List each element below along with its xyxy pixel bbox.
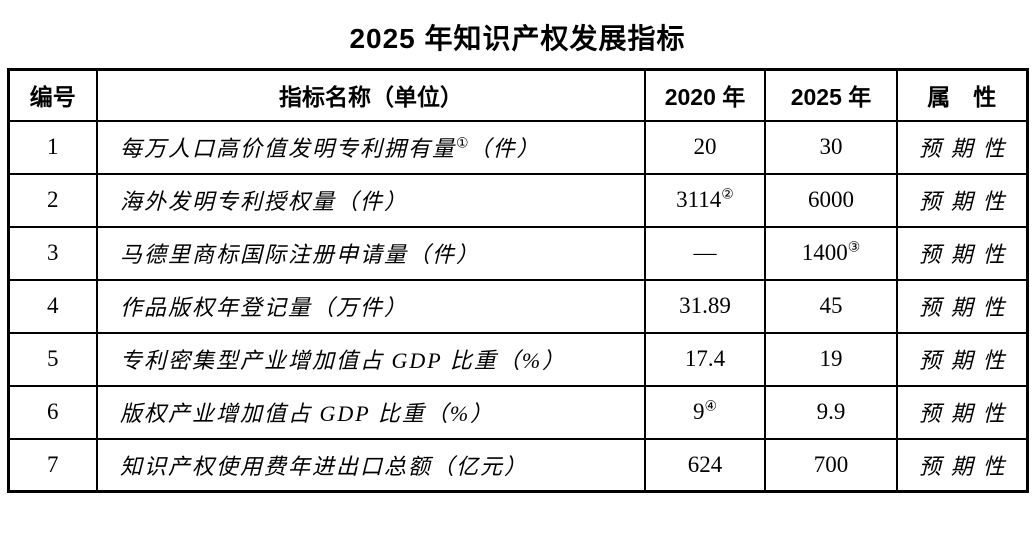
table-row: 1 每万人口高价值发明专利拥有量①（件） 20 30 预期性 <box>7 119 1028 175</box>
table-row: 4 作品版权年登记量（万件） 31.89 45 预期性 <box>7 278 1028 334</box>
row-number: 4 <box>7 278 98 334</box>
row-number: 7 <box>7 437 98 493</box>
row-number: 3 <box>7 225 98 281</box>
table-row: 2 海外发明专利授权量（件） 3114② 6000 预期性 <box>7 172 1028 228</box>
value-2025: 1400③ <box>764 225 898 281</box>
row-number: 6 <box>7 384 98 440</box>
value-2025: 30 <box>764 119 898 175</box>
footnote-mark: ③ <box>847 240 861 256</box>
indicator-name: 知识产权使用费年进出口总额（亿元） <box>96 437 646 493</box>
value-2025: 45 <box>764 278 898 334</box>
header-year-2025: 2025 年 <box>764 68 898 122</box>
value-2020: 9④ <box>644 384 766 440</box>
footnote-mark: ① <box>456 136 469 152</box>
indicator-name: 马德里商标国际注册申请量（件） <box>96 225 646 281</box>
value-2025: 700 <box>764 437 898 493</box>
indicators-table: 编号 指标名称（单位） 2020 年 2025 年 属 性 1 每万人口高价值发… <box>6 68 1029 493</box>
attribute-value: 预期性 <box>896 119 1028 175</box>
value-2020: 3114② <box>644 172 766 228</box>
indicator-name: 版权产业增加值占 GDP 比重（%） <box>96 384 646 440</box>
indicator-name: 海外发明专利授权量（件） <box>96 172 646 228</box>
footnote-mark: ② <box>721 187 734 203</box>
value-2025: 19 <box>764 331 898 387</box>
table-header-row: 编号 指标名称（单位） 2020 年 2025 年 属 性 <box>7 68 1028 122</box>
attribute-value: 预期性 <box>896 172 1028 228</box>
attribute-value: 预期性 <box>896 278 1028 334</box>
header-attribute: 属 性 <box>896 68 1028 122</box>
value-2020: 17.4 <box>644 331 766 387</box>
page-title: 2025 年知识产权发展指标 <box>349 23 686 54</box>
value-2020: 31.89 <box>644 278 766 334</box>
header-number: 编号 <box>7 68 98 122</box>
attribute-value: 预期性 <box>896 225 1028 281</box>
indicator-name: 作品版权年登记量（万件） <box>96 278 646 334</box>
table-row: 3 马德里商标国际注册申请量（件） — 1400③ 预期性 <box>7 225 1028 281</box>
attribute-value: 预期性 <box>896 437 1028 493</box>
attribute-value: 预期性 <box>896 384 1028 440</box>
row-number: 2 <box>7 172 98 228</box>
row-number: 1 <box>7 119 98 175</box>
header-indicator-name: 指标名称（单位） <box>96 68 646 122</box>
value-2020: 20 <box>644 119 766 175</box>
row-number: 5 <box>7 331 98 387</box>
table-row: 7 知识产权使用费年进出口总额（亿元） 624 700 预期性 <box>7 437 1028 493</box>
indicator-name: 专利密集型产业增加值占 GDP 比重（%） <box>96 331 646 387</box>
value-2020: — <box>644 225 766 281</box>
header-year-2020: 2020 年 <box>644 68 766 122</box>
indicator-name: 每万人口高价值发明专利拥有量①（件） <box>96 119 646 175</box>
value-2020: 624 <box>644 437 766 493</box>
value-2025: 9.9 <box>764 384 898 440</box>
table-row: 6 版权产业增加值占 GDP 比重（%） 9④ 9.9 预期性 <box>7 384 1028 440</box>
table-row: 5 专利密集型产业增加值占 GDP 比重（%） 17.4 19 预期性 <box>7 331 1028 387</box>
value-2025: 6000 <box>764 172 898 228</box>
footnote-mark: ④ <box>704 399 718 415</box>
attribute-value: 预期性 <box>896 331 1028 387</box>
